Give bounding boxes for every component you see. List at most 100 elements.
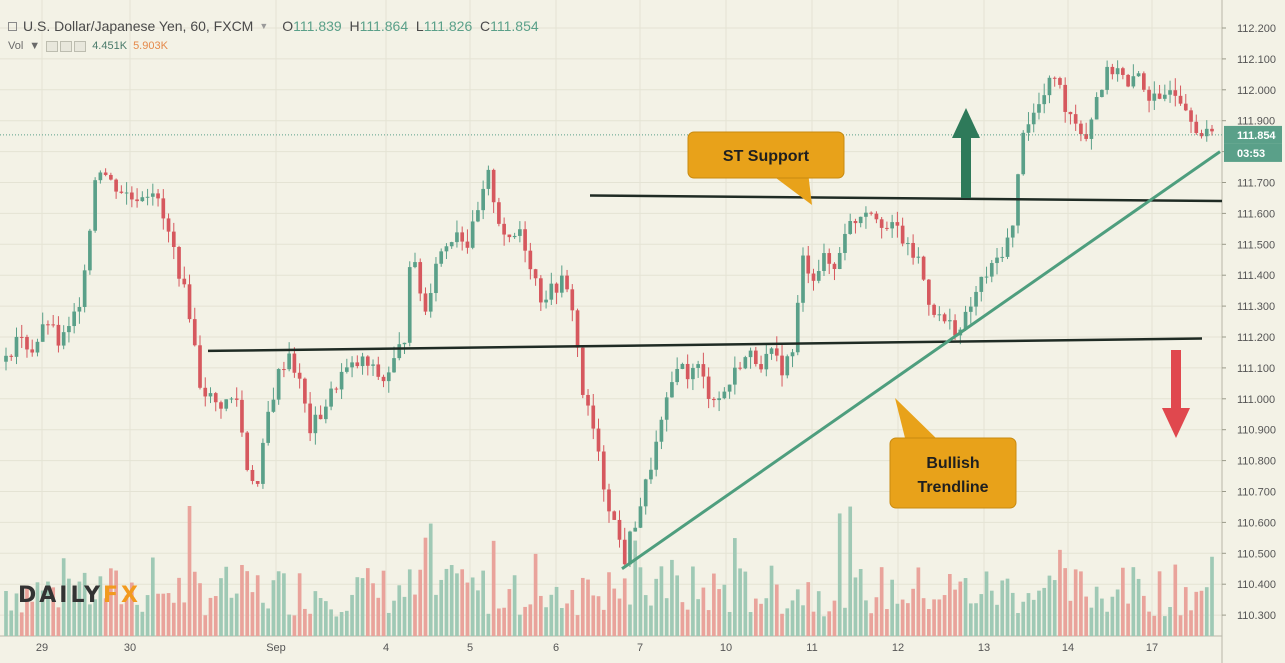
volume-bar [476,590,480,636]
volume-bar [418,569,423,636]
chevron-down-icon[interactable]: ▼ [259,21,269,31]
volume-bar [518,614,522,636]
volume-bar [995,604,999,636]
candle-body [428,293,433,312]
candle-body [937,314,942,316]
candle-body [1094,97,1099,120]
candle-body [795,302,800,353]
bullish-label: Bullish [926,455,979,472]
volume-bar [171,602,176,636]
price-axis[interactable]: 112.200112.100112.000111.900111.800111.7… [1222,23,1282,622]
candle-body [738,367,742,369]
close-icon[interactable] [74,40,87,52]
volume-bar [874,597,879,636]
candle-body [497,202,501,224]
candle-body [240,399,244,433]
candle-body [890,222,894,229]
candle-body [1152,93,1157,101]
volume-bar [25,585,29,636]
volume-bar [198,583,202,636]
symbol-legend: U.S. Dollar/Japanese Yen, 60, FXCM ▼ O11… [8,18,539,34]
candle-body [1147,89,1151,101]
x-tick-label: 5 [467,642,473,654]
candle-body [853,221,858,224]
volume-bar [1068,600,1073,636]
candle-body [1005,237,1010,257]
volume-bar [832,600,837,636]
resistance-line [207,337,1203,353]
volume-bar [1037,590,1041,636]
candle-body [691,367,695,380]
candle-body [360,356,365,367]
candle-body [1157,93,1162,99]
candle-body [649,469,653,480]
candle-body [19,336,24,338]
candle-body [685,363,690,380]
volume-bar [1089,607,1094,636]
time-axis[interactable]: 29 30 Sep 4 5 6 7 10 11 12 13 14 17 [36,642,1158,654]
volume-bar [963,578,968,636]
volume-bar [879,567,884,636]
volume-bar [1152,615,1157,636]
volume-bar [381,570,386,636]
volume-bar [738,568,742,636]
candle-body [722,391,727,399]
volume-bar [549,594,554,636]
candle-body [324,406,328,420]
volume-bar [124,595,129,636]
volume-bar [1084,596,1088,636]
eye-icon[interactable] [46,40,59,52]
candle-body [261,442,265,484]
volume-bar [1204,587,1209,636]
candle-body [1073,114,1078,124]
candle-body [806,255,811,274]
volume-bar [947,574,952,636]
settings-icon[interactable] [60,40,73,52]
candle-body [979,276,984,292]
candle-body [895,222,900,226]
volume-bar [1121,567,1125,636]
candle-body [570,289,575,311]
candle-body [827,253,832,264]
candle-body [1026,124,1031,133]
volume-bar [339,612,344,636]
volume-bar [140,611,145,636]
volume-bar [685,609,690,636]
chevron-down-icon[interactable]: ▼ [29,40,41,52]
volume-bar [790,600,795,636]
volume-bar [329,609,333,636]
volume-bar [1115,589,1120,636]
support-resistance-lines [207,150,1223,570]
candle-body [968,306,973,312]
candle-body [559,275,564,293]
candle-body [470,221,475,248]
volume-controls[interactable] [46,40,87,52]
candle-body [1173,90,1178,96]
candle-body [67,326,71,333]
candle-body [9,355,14,357]
symbol-title[interactable]: U.S. Dollar/Japanese Yen, 60, FXCM [23,18,254,34]
candle-body [77,306,82,312]
candle-body [906,242,910,244]
volume-bar [51,587,56,636]
volume-bar [507,589,512,636]
volume-bar [365,568,370,636]
volume-bar [428,523,433,636]
candle-body [538,278,543,303]
candle-body [748,350,753,358]
candle-body [743,357,748,369]
volume-label[interactable]: Vol [8,40,24,52]
candle-body [769,348,774,354]
collapse-icon[interactable] [8,21,17,31]
candle-body [601,451,606,490]
volume-bar [586,579,590,636]
volume-bar [822,616,826,636]
candle-body [224,399,229,409]
candle-body [701,364,706,377]
volume-bar [130,582,134,636]
volume-bar [219,578,223,636]
candle-body [1189,110,1193,122]
y-tick-label: 111.500 [1237,239,1275,251]
candle-body [654,441,659,470]
